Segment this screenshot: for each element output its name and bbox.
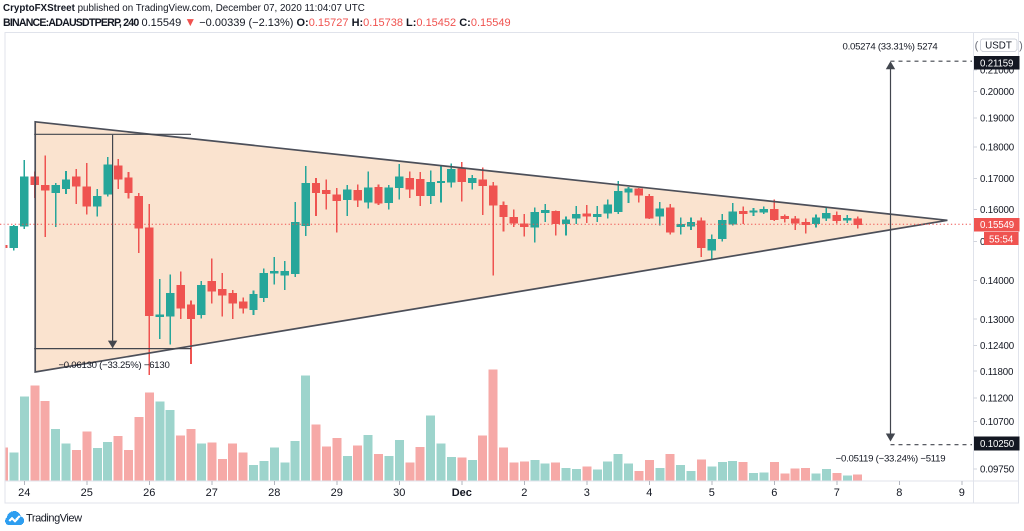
svg-text:0.14000: 0.14000 <box>980 276 1015 287</box>
svg-text:0.17000: 0.17000 <box>980 174 1015 185</box>
svg-text:0.11200: 0.11200 <box>980 393 1014 404</box>
svg-text:9: 9 <box>959 487 965 499</box>
svg-text:): ) <box>1019 40 1023 52</box>
svg-text:28: 28 <box>268 487 280 499</box>
svg-text:0.21159: 0.21159 <box>980 58 1013 69</box>
svg-text:Dec: Dec <box>452 487 472 499</box>
svg-text:8: 8 <box>896 487 902 499</box>
svg-text:0.11800: 0.11800 <box>980 367 1014 378</box>
svg-text:7: 7 <box>834 487 840 499</box>
svg-text:0.15549: 0.15549 <box>980 220 1014 231</box>
svg-text:27: 27 <box>206 487 218 499</box>
svg-text:29: 29 <box>331 487 343 499</box>
svg-text:4: 4 <box>646 487 652 499</box>
svg-text:0.13000: 0.13000 <box>980 315 1015 326</box>
svg-text:(: ( <box>975 40 979 52</box>
svg-text:24: 24 <box>18 487 30 499</box>
svg-text:26: 26 <box>143 487 155 499</box>
svg-text:0.09750: 0.09750 <box>980 465 1015 476</box>
svg-text:30: 30 <box>393 487 405 499</box>
svg-text:0.19000: 0.19000 <box>980 114 1015 125</box>
svg-text:2: 2 <box>521 487 527 499</box>
svg-text:5: 5 <box>709 487 715 499</box>
svg-text:25: 25 <box>81 487 93 499</box>
svg-text:−0.05119 (−33.24%) −5119: −0.05119 (−33.24%) −5119 <box>836 454 946 465</box>
svg-text:0.21000: 0.21000 <box>980 66 1015 77</box>
svg-text:0.10700: 0.10700 <box>980 417 1015 428</box>
svg-text:55:54: 55:54 <box>989 235 1014 246</box>
svg-text:0.20000: 0.20000 <box>980 87 1015 98</box>
svg-text:0.05274 (33.31%) 5274: 0.05274 (33.31%) 5274 <box>842 42 938 53</box>
svg-text:TradingView: TradingView <box>26 513 82 525</box>
svg-text:USDT: USDT <box>985 41 1012 52</box>
svg-text:−0.06130 (−33.25%) −6130: −0.06130 (−33.25%) −6130 <box>58 360 169 371</box>
svg-text:3: 3 <box>584 487 590 499</box>
svg-text:0.10250: 0.10250 <box>980 439 1015 450</box>
svg-text:6: 6 <box>771 487 777 499</box>
svg-text:0.16000: 0.16000 <box>980 205 1015 216</box>
svg-text:0.18000: 0.18000 <box>980 143 1015 154</box>
svg-text:0.12400: 0.12400 <box>980 341 1015 352</box>
